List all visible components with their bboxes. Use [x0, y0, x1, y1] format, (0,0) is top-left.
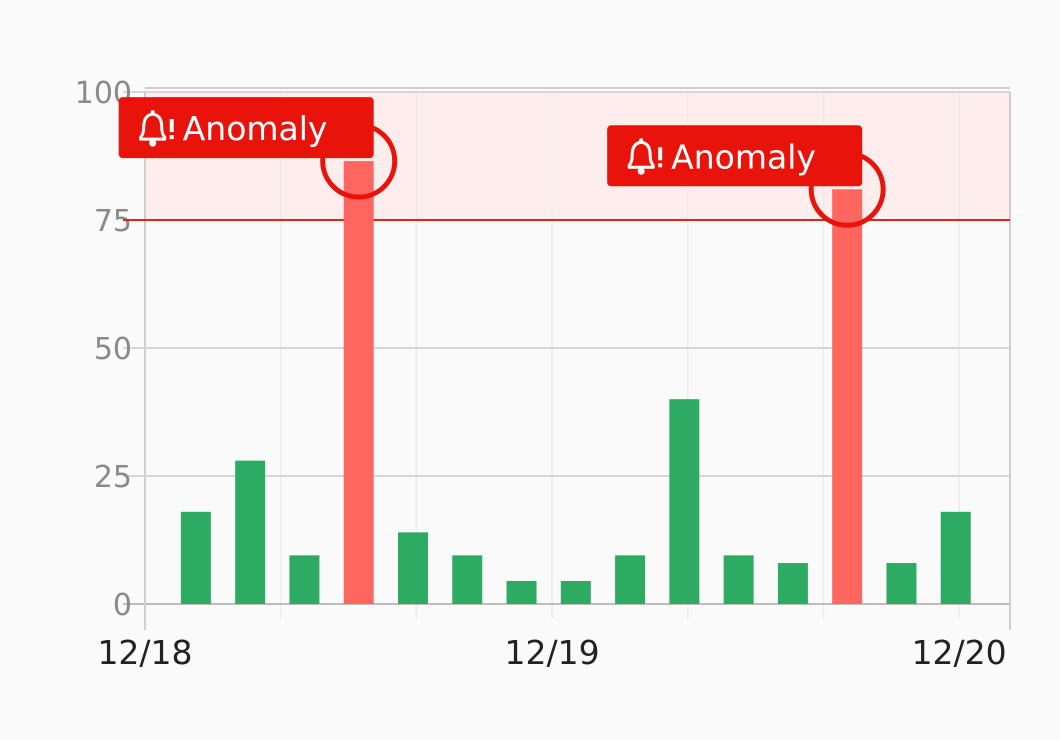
y-tick-label: 50 — [94, 332, 132, 367]
bell-shape — [139, 112, 167, 141]
bell-alert-icon — [139, 110, 174, 147]
x-tick-label: 12/20 — [912, 633, 1007, 672]
bar — [560, 580, 591, 604]
anomaly-label: Anomaly — [607, 125, 863, 187]
bar — [452, 555, 483, 604]
anomaly-label: Anomaly — [118, 97, 374, 159]
alert-dot — [169, 135, 174, 140]
anomaly-label-text: Anomaly — [183, 109, 328, 148]
alert-bar — [658, 147, 663, 161]
anomaly-bar — [832, 189, 863, 604]
bar — [397, 532, 428, 604]
anomaly-label-box — [118, 97, 374, 159]
y-tick-label: 25 — [94, 460, 132, 495]
x-tick-label: 12/19 — [505, 633, 600, 672]
bar — [940, 511, 971, 604]
bar — [723, 555, 754, 604]
x-tick-label: 12/18 — [97, 633, 192, 672]
bar — [235, 460, 266, 604]
y-tick-label: 75 — [94, 204, 132, 239]
bell-clapper — [637, 167, 645, 175]
bar — [506, 580, 537, 604]
anomaly-label-box — [607, 125, 863, 187]
bar — [289, 555, 320, 604]
bell-top — [150, 110, 155, 115]
alert-dot — [658, 163, 663, 168]
anomaly-label-text: Anomaly — [671, 137, 816, 176]
bell-clapper — [149, 139, 157, 147]
bar — [615, 555, 646, 604]
bell-alert-icon — [627, 138, 663, 175]
y-tick-label: 0 — [113, 588, 132, 623]
bar — [777, 563, 808, 604]
alert-bar — [169, 119, 174, 133]
bar — [886, 563, 917, 604]
bar — [180, 511, 211, 604]
bar — [669, 399, 700, 604]
bell-top — [639, 138, 644, 143]
anomaly-bar — [343, 161, 374, 604]
bell-shape — [627, 140, 655, 169]
